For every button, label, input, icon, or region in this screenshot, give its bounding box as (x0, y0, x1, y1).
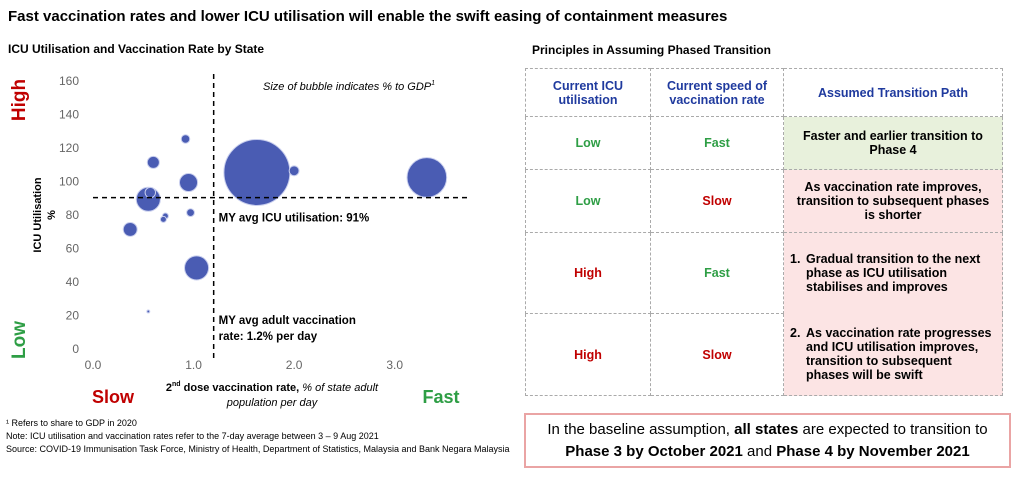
x-fast: Fast (422, 387, 459, 407)
list-marker: 2. (790, 326, 801, 341)
x-tick-label: 2.0 (286, 358, 303, 372)
y-low: Low (9, 321, 30, 359)
table-title: Principles in Assuming Phased Transition (532, 43, 771, 57)
path-text: As vaccination rate progresses and ICU u… (806, 326, 992, 383)
x-label-lead: 2 (166, 382, 172, 394)
y-axis-label: ICU Utilisation (32, 177, 44, 252)
list-marker: 1. (790, 252, 801, 267)
x-slow: Slow (92, 387, 135, 407)
y-tick-label: 20 (66, 309, 80, 323)
y-tick-label: 100 (59, 175, 79, 189)
y-tick-label: 40 (66, 275, 80, 289)
bubble-note: Size of bubble indicates % to GDP1 (263, 80, 435, 93)
icu-cell: High (525, 232, 651, 314)
callout-bold: Phase 3 by October 2021 (565, 443, 743, 460)
principles-table: Current ICU utilisation Current speed of… (525, 68, 1003, 396)
path-cell: Faster and earlier transition to Phase 4 (783, 116, 1003, 170)
icu-cell: Low (525, 169, 651, 233)
bubble (178, 172, 199, 193)
speed-cell: Fast (650, 232, 784, 314)
chart-title: ICU Utilisation and Vaccination Rate by … (8, 42, 264, 56)
speed-cell: Slow (650, 169, 784, 233)
callout-bold: Phase 4 by November 2021 (776, 443, 970, 460)
page-title: Fast vaccination rates and lower ICU uti… (8, 8, 728, 25)
icu-cell: High (525, 313, 651, 396)
annotation: MY avg adult vaccination (219, 315, 356, 327)
bubble (144, 186, 157, 199)
y-tick-label: 140 (59, 108, 79, 122)
y-tick-label: 60 (66, 242, 80, 256)
bubble (122, 221, 138, 237)
callout: In the baseline assumption, all states a… (524, 413, 1011, 468)
x-axis-label: population per day (226, 397, 319, 409)
footnote: Source: COVID-19 Immunisation Task Force… (6, 444, 510, 454)
y-tick-label: 120 (59, 141, 79, 155)
y-tick-label: 0 (72, 342, 79, 356)
table-header: Current speed of vaccination rate (650, 68, 784, 117)
note-text: Size of bubble indicates % to GDP (263, 81, 432, 93)
chart: ICU Utilisation and Vaccination Rate by … (8, 42, 467, 409)
annotation: rate: 1.2% per day (219, 331, 318, 343)
y-axis-unit: % (46, 210, 58, 220)
bubble (223, 138, 291, 206)
path-cell: 2. As vaccination rate progresses and ICU… (783, 313, 1003, 396)
table-header: Assumed Transition Path (783, 68, 1003, 117)
bubble (146, 155, 160, 169)
path-cell: 1. Gradual transition to the next phase a… (783, 232, 1003, 314)
footnote: Note: ICU utilisation and vaccination ra… (6, 431, 379, 441)
icu-cell: Low (525, 116, 651, 170)
x-label-sup: nd (172, 381, 181, 388)
callout-bold: all states (734, 421, 799, 438)
footnote: ¹ Refers to share to GDP in 2020 (6, 418, 137, 428)
footnotes: ¹ Refers to share to GDP in 2020 Note: I… (6, 417, 516, 456)
x-tick-label: 0.0 (85, 358, 102, 372)
callout-text: and (742, 443, 777, 460)
bubble (180, 134, 191, 144)
x-tick-label: 1.0 (185, 358, 202, 372)
callout-text: are expected to transition to (798, 421, 988, 438)
bubble (406, 157, 448, 198)
bubble (146, 309, 151, 314)
note-sup: 1 (431, 80, 435, 87)
speed-cell: Fast (650, 116, 784, 170)
table-header: Current ICU utilisation (525, 68, 651, 117)
y-tick-label: 160 (59, 74, 79, 88)
x-label-unit: % of state adult (302, 382, 379, 394)
x-tick-label: 3.0 (386, 358, 403, 372)
bubble (288, 165, 300, 177)
speed-cell: Slow (650, 313, 784, 396)
callout-text: In the baseline assumption, (547, 421, 735, 438)
path-cell: As vaccination rate improves, transition… (783, 169, 1003, 233)
bubble (159, 215, 167, 223)
x-axis-label: 2nd dose vaccination rate, % of state ad… (166, 381, 379, 394)
x-label-main: dose vaccination rate, (181, 382, 303, 394)
y-tick-label: 80 (66, 208, 80, 222)
bubble (186, 208, 195, 218)
bubble (184, 255, 210, 281)
path-text: Gradual transition to the next phase as … (806, 252, 981, 295)
annotation: MY avg ICU utilisation: 91% (219, 213, 370, 225)
y-high: High (9, 79, 30, 121)
